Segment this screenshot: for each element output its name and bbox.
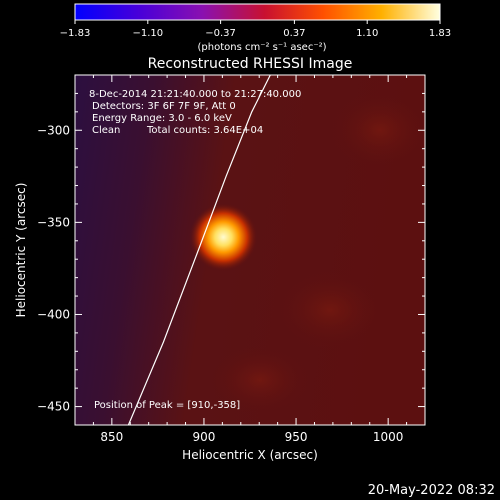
x-tick-label: 950 xyxy=(285,430,308,444)
colorbar-tick-label: 1.83 xyxy=(429,28,451,39)
emission-blob xyxy=(330,90,425,170)
footer-date: 20-May-2022 08:32 xyxy=(368,483,495,498)
annotation-detectors: Detectors: 3F 6F 7F 9F, Att 0 xyxy=(92,101,236,112)
annotation-counts: Total counts: 3.64E+04 xyxy=(146,125,263,136)
flare-source xyxy=(189,203,258,272)
emission-blob xyxy=(275,270,385,350)
colorbar-tick-label: −0.37 xyxy=(205,28,236,39)
chart-title: Reconstructed RHESSI Image xyxy=(148,56,353,72)
y-tick-label: −400 xyxy=(37,307,70,321)
annotation-clean: Clean xyxy=(92,125,120,136)
emission-blob xyxy=(210,345,310,415)
colorbar-ticks: −1.83 −1.10 −0.37 0.37 1.10 1.83 xyxy=(60,20,451,39)
colorbar-label: (photons cm⁻² s⁻¹ asec⁻²) xyxy=(197,42,326,53)
axis-ticks: 850 900 950 1000 −300 −350 −400 −450 xyxy=(37,74,426,444)
colorbar-tick-label: 0.37 xyxy=(283,28,305,39)
colorbar-tick-label: −1.10 xyxy=(132,28,163,39)
annotation-peak: Position of Peak = [910,-358] xyxy=(94,400,240,411)
heatmap-image xyxy=(75,75,425,425)
y-tick-label: −300 xyxy=(37,123,70,137)
y-tick-label: −350 xyxy=(37,215,70,229)
x-tick-label: 900 xyxy=(192,430,215,444)
annotation-time-range: 8-Dec-2014 21:21:40.000 to 21:27:40.000 xyxy=(89,89,301,100)
y-axis-label: Heliocentric Y (arcsec) xyxy=(14,183,28,318)
x-tick-label: 850 xyxy=(100,430,123,444)
colorbar xyxy=(74,3,441,21)
plot-frame xyxy=(74,74,426,426)
y-tick-label: −450 xyxy=(37,400,70,414)
x-axis-label: Heliocentric X (arcsec) xyxy=(182,448,318,462)
solar-limb-curve xyxy=(127,75,271,425)
colorbar-tick-label: −1.83 xyxy=(60,28,91,39)
annotation-energy: Energy Range: 3.0 - 6.0 keV xyxy=(92,113,232,124)
x-tick-label: 1000 xyxy=(373,430,404,444)
colorbar-tick-label: 1.10 xyxy=(356,28,378,39)
